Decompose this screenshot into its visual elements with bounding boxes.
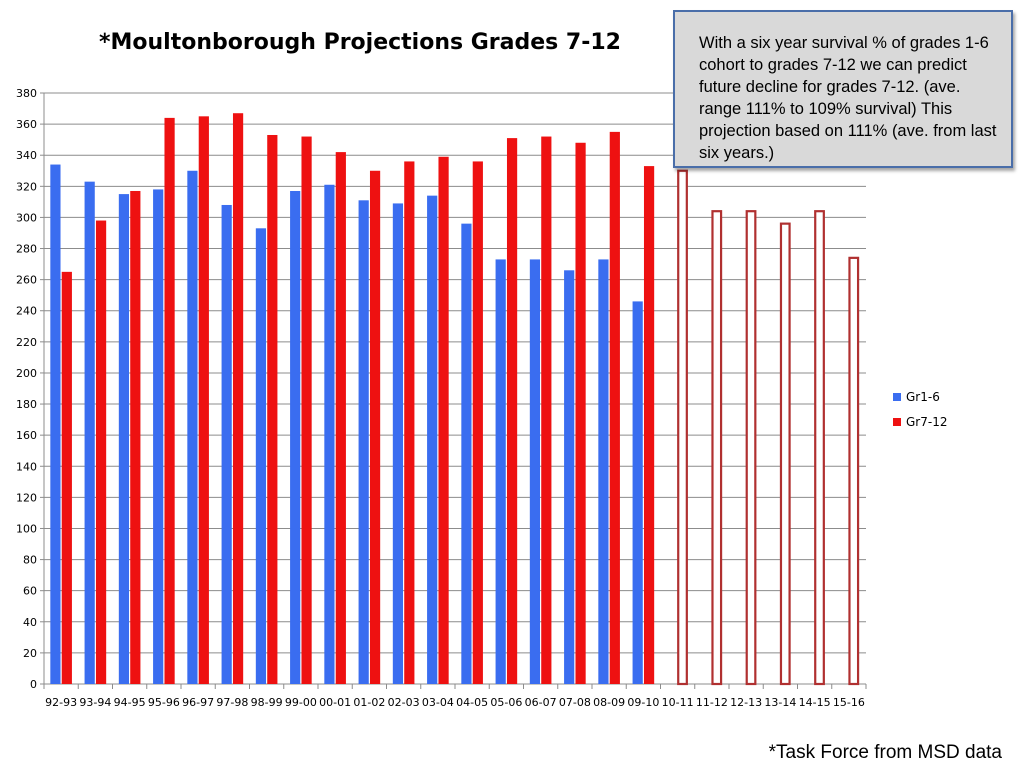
y-tick-label: 340 (16, 149, 37, 162)
bar-gr1-6 (324, 184, 335, 684)
bar-projected-gr7-12 (779, 222, 791, 686)
x-tick-label: 98-99 (251, 696, 283, 709)
y-tick-label: 0 (30, 678, 37, 691)
y-tick-label: 240 (16, 305, 37, 318)
bar-gr7-12 (575, 142, 586, 684)
x-tick-label: 05-06 (490, 696, 522, 709)
bar-gr7-12 (369, 170, 381, 684)
bar-gr1-6 (187, 170, 198, 684)
x-tick-label: 06-07 (525, 696, 557, 709)
chart-title: *Moultonborough Projections Grades 7-12 (99, 30, 621, 55)
legend-swatch-gr1-6 (893, 392, 901, 401)
source-note: *Task Force from MSD data (768, 742, 1002, 763)
bar-gr7-12 (472, 161, 483, 684)
y-tick-label: 280 (16, 243, 37, 256)
x-tick-label: 15-16 (833, 696, 865, 709)
legend-item-gr7-12: Gr7-12 (893, 414, 948, 429)
x-tick-label: 07-08 (559, 696, 591, 709)
bar-gr1-6 (529, 259, 541, 684)
x-tick-label: 01-02 (353, 696, 385, 709)
legend-swatch-gr7-12 (893, 417, 901, 426)
bar-gr1-6 (598, 259, 609, 684)
y-tick-label: 260 (16, 274, 37, 287)
y-tick-label: 360 (16, 118, 37, 131)
legend-label-gr7-12: Gr7-12 (906, 414, 948, 429)
bar-gr7-12 (438, 156, 449, 684)
bar-gr1-6 (118, 194, 130, 684)
x-tick-label: 92-93 (45, 696, 77, 709)
y-tick-label: 200 (16, 367, 37, 380)
x-tick-label: 94-95 (114, 696, 146, 709)
legend: Gr1-6 Gr7-12 (893, 390, 947, 440)
bar-gr1-6 (50, 164, 61, 684)
bar-gr7-12 (506, 138, 518, 684)
bar-projected-gr7-12 (711, 210, 723, 686)
bar-gr7-12 (404, 161, 415, 684)
bar-gr7-12 (609, 131, 620, 684)
bar-gr7-12 (130, 190, 141, 685)
x-tick-label: 03-04 (422, 696, 454, 709)
y-tick-label: 300 (16, 211, 37, 224)
y-tick-label: 160 (16, 429, 37, 442)
y-tick-label: 180 (16, 398, 37, 411)
bar-gr1-6 (392, 203, 404, 684)
bar-gr1-6 (495, 259, 506, 684)
bar-gr1-6 (564, 270, 575, 684)
y-tick-label: 380 (16, 87, 37, 100)
bar-gr1-6 (153, 189, 164, 684)
y-tick-label: 120 (16, 491, 37, 504)
x-tick-label: 93-94 (79, 696, 111, 709)
x-tick-label: 13-14 (764, 696, 796, 709)
bar-gr7-12 (164, 117, 175, 684)
bar-gr7-12 (232, 113, 244, 684)
legend-item-gr1-6: Gr1-6 (893, 389, 947, 404)
bar-gr7-12 (335, 152, 346, 685)
bar-projected-gr7-12 (848, 256, 860, 686)
y-tick-label: 320 (16, 180, 37, 193)
x-tick-label: 99-00 (285, 696, 317, 709)
y-tick-label: 60 (23, 585, 37, 598)
bar-gr7-12 (643, 166, 655, 685)
x-tick-label: 97-98 (216, 696, 248, 709)
bar-gr1-6 (461, 223, 472, 685)
x-tick-label: 12-13 (730, 696, 762, 709)
x-tick-label: 02-03 (388, 696, 420, 709)
axes (40, 92, 867, 689)
bar-projected-gr7-12 (677, 169, 688, 686)
legend-label-gr1-6: Gr1-6 (906, 389, 940, 404)
y-tick-label: 100 (16, 522, 37, 535)
x-tick-label: 00-01 (319, 696, 351, 709)
bar-gr7-12 (198, 116, 209, 684)
bar-gr1-6 (358, 200, 369, 684)
tick-labels: 0 20 40 60 80 100 120 140 160 180 200 220 240 260 280 3… (16, 87, 865, 709)
bar-gr7-12 (541, 136, 552, 684)
bar-gr1-6 (84, 181, 95, 684)
y-tick-label: 220 (16, 336, 37, 349)
bars (50, 113, 860, 686)
bar-projected-gr7-12 (814, 210, 825, 686)
y-tick-label: 140 (16, 460, 37, 473)
annotation-box: With a six year survival % of grades 1-6… (673, 10, 1013, 168)
x-tick-label: 11-12 (696, 696, 728, 709)
bar-gr1-6 (255, 228, 267, 684)
x-tick-label: 08-09 (593, 696, 625, 709)
x-tick-label: 09-10 (627, 696, 659, 709)
y-tick-label: 80 (23, 554, 37, 567)
bar-gr1-6 (427, 195, 438, 684)
bar-gr7-12 (301, 136, 312, 684)
x-tick-label: 10-11 (662, 696, 694, 709)
bar-gr7-12 (61, 271, 72, 684)
bar-gr1-6 (632, 301, 643, 684)
bar-gr1-6 (290, 190, 301, 685)
y-tick-label: 40 (23, 616, 37, 629)
x-tick-label: 04-05 (456, 696, 488, 709)
bar-gr7-12 (95, 220, 107, 684)
x-tick-label: 14-15 (799, 696, 831, 709)
y-tick-label: 20 (23, 647, 37, 660)
bar-gr7-12 (267, 134, 278, 684)
bar-projected-gr7-12 (745, 210, 757, 686)
x-tick-label: 96-97 (182, 696, 214, 709)
x-tick-label: 95-96 (148, 696, 180, 709)
bar-gr1-6 (221, 204, 232, 684)
